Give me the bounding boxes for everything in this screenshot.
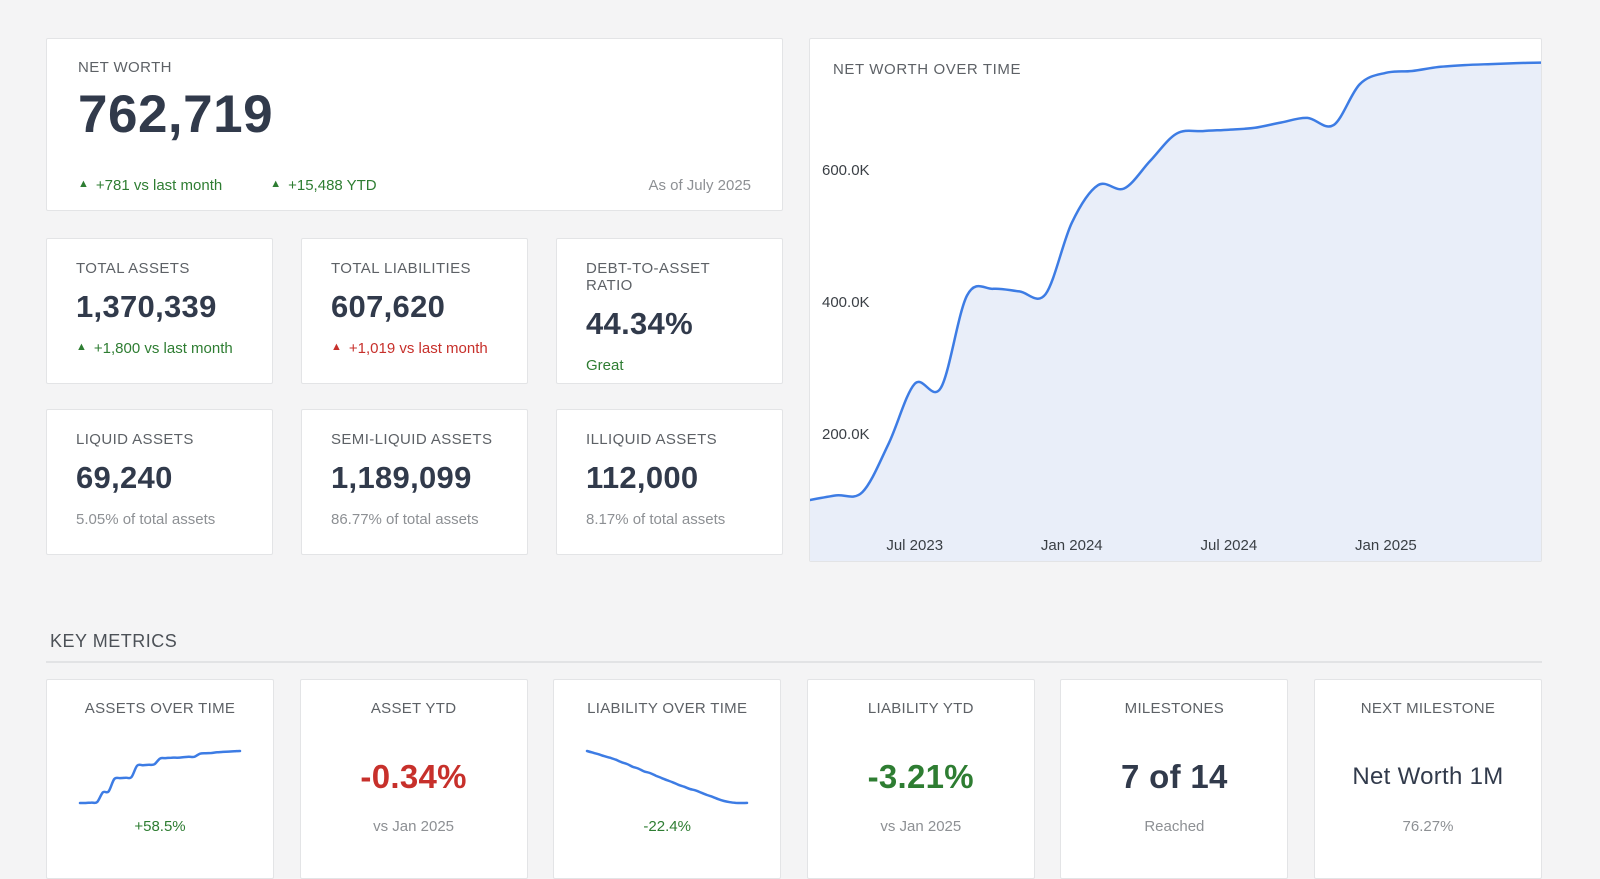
svg-text:Jan 2024: Jan 2024 (1041, 537, 1103, 554)
card-title: TOTAL ASSETS (76, 260, 190, 277)
net-worth-delta-month: ▲ +781 vs last month (78, 177, 222, 194)
svg-text:Jul 2023: Jul 2023 (886, 537, 943, 554)
net-worth-value: 762,719 (78, 85, 274, 144)
svg-text:600.0K: 600.0K (822, 162, 870, 179)
metric-card-liability-over-time: LIABILITY OVER TIME -22.4% (553, 679, 782, 879)
metric-title: ASSET YTD (370, 700, 457, 717)
metric-body (47, 738, 273, 816)
chart-title: NET WORTH OVER TIME (833, 61, 1022, 78)
metric-footer: -22.4% (643, 818, 691, 835)
card-title: DEBT-TO-ASSET RATIO (586, 260, 710, 294)
metric-body: 7 of 14 (1061, 738, 1287, 816)
metric-footer: vs Jan 2025 (373, 818, 455, 835)
semi-liquid-assets-card: SEMI-LIQUID ASSETS 1,189,099 86.77% of t… (301, 409, 528, 555)
net-worth-delta-ytd: ▲ +15,488 YTD (270, 177, 376, 194)
summary-cards-row: TOTAL ASSETS 1,370,339 ▲ +1,800 vs last … (46, 238, 783, 384)
net-worth-delta-month-label: +781 vs last month (95, 177, 223, 194)
semi-liquid-assets-value: 1,189,099 (331, 460, 472, 495)
asset-ytd-value: -0.34% (360, 758, 467, 795)
total-assets-delta-label: +1,800 vs last month (93, 340, 233, 357)
svg-text:Jan 2025: Jan 2025 (1355, 537, 1417, 554)
total-assets-value: 1,370,339 (76, 289, 217, 324)
net-worth-over-time-chart[interactable]: 200.0K 400.0K 600.0K Jul 2023 Jan 2024 Jul 20… (810, 39, 1542, 562)
card-title: ILLIQUID ASSETS (586, 431, 718, 448)
debt-ratio-value: 44.34% (586, 306, 693, 341)
metric-footer: vs Jan 2025 (880, 818, 962, 835)
metric-footer: 76.27% (1402, 818, 1454, 835)
metric-title: MILESTONES (1124, 700, 1225, 717)
milestones-value: 7 of 14 (1121, 758, 1228, 795)
metric-card-liability-ytd: LIABILITY YTD -3.21% vs Jan 2025 (806, 679, 1035, 879)
metric-card-assets-over-time: ASSETS OVER TIME +58.5% (46, 679, 274, 879)
total-liabilities-delta-label: +1,019 vs last month (348, 340, 488, 357)
section-divider (46, 661, 1542, 663)
net-worth-card: NET WORTH 762,719 ▲ +781 vs last month ▲… (46, 38, 783, 211)
svg-text:200.0K: 200.0K (822, 426, 870, 443)
metric-title: LIABILITY OVER TIME (587, 700, 748, 717)
liquid-assets-note: 5.05% of total assets (76, 511, 216, 528)
metric-title: ASSETS OVER TIME (84, 700, 236, 717)
metric-footer: +58.5% (134, 818, 186, 835)
net-worth-footer: ▲ +781 vs last month ▲ +15,488 YTD As of… (78, 177, 751, 194)
total-liabilities-value: 607,620 (331, 289, 446, 324)
total-assets-delta: ▲ +1,800 vs last month (76, 340, 233, 357)
semi-liquid-assets-note: 86.77% of total assets (331, 511, 479, 528)
up-triangle-icon: ▲ (76, 341, 87, 353)
liquid-assets-value: 69,240 (76, 460, 173, 495)
up-triangle-icon: ▲ (78, 178, 89, 190)
up-triangle-icon: ▲ (270, 178, 282, 190)
total-liabilities-delta: ▲ +1,019 vs last month (331, 340, 488, 357)
left-column: NET WORTH 762,719 ▲ +781 vs last month ▲… (46, 38, 783, 580)
as-of-date: As of July 2025 (648, 177, 751, 194)
metric-body (554, 738, 780, 816)
liquid-assets-card: LIQUID ASSETS 69,240 5.05% of total asse… (46, 409, 273, 555)
allocation-cards-row: LIQUID ASSETS 69,240 5.05% of total asse… (46, 409, 783, 555)
illiquid-assets-value: 112,000 (586, 460, 699, 495)
next-milestone-value: Net Worth 1M (1352, 763, 1504, 790)
svg-text:Jul 2024: Jul 2024 (1200, 537, 1257, 554)
debt-ratio-status: Great (586, 357, 624, 374)
metric-title: LIABILITY YTD (867, 700, 974, 717)
metric-body: -0.34% (301, 738, 527, 816)
key-metrics-heading: KEY METRICS (50, 631, 178, 651)
top-section: NET WORTH 762,719 ▲ +781 vs last month ▲… (46, 38, 1542, 580)
net-worth-title: NET WORTH (78, 59, 172, 76)
debt-to-asset-ratio-card: DEBT-TO-ASSET RATIO 44.34% Great (556, 238, 783, 384)
assets-sparkline-chart (78, 749, 242, 805)
total-liabilities-card: TOTAL LIABILITIES 607,620 ▲ +1,019 vs la… (301, 238, 528, 384)
net-worth-over-time-card: NET WORTH OVER TIME 200.0K 400.0K 600.0K Ju… (809, 38, 1542, 562)
total-assets-card: TOTAL ASSETS 1,370,339 ▲ +1,800 vs last … (46, 238, 273, 384)
metric-card-next-milestone: NEXT MILESTONE Net Worth 1M 76.27% (1313, 679, 1542, 879)
illiquid-assets-note: 8.17% of total assets (586, 511, 726, 528)
svg-text:400.0K: 400.0K (822, 294, 870, 311)
net-worth-delta-ytd-label: +15,488 YTD (288, 177, 377, 194)
up-triangle-icon: ▲ (331, 341, 342, 353)
metric-title: NEXT MILESTONE (1360, 700, 1496, 717)
metric-body: -3.21% (808, 738, 1034, 816)
metric-footer: Reached (1144, 818, 1205, 835)
card-title: TOTAL LIABILITIES (331, 260, 471, 277)
metric-card-milestones: MILESTONES 7 of 14 Reached (1060, 679, 1289, 879)
illiquid-assets-card: ILLIQUID ASSETS 112,000 8.17% of total a… (556, 409, 783, 555)
key-metrics-row: ASSETS OVER TIME +58.5% ASSET YTD -0.34%… (46, 679, 1542, 879)
liability-sparkline-chart (585, 749, 749, 805)
card-title: LIQUID ASSETS (76, 431, 194, 448)
metric-body: Net Worth 1M (1315, 738, 1541, 816)
metric-card-asset-ytd: ASSET YTD -0.34% vs Jan 2025 (299, 679, 528, 879)
card-title: SEMI-LIQUID ASSETS (331, 431, 493, 448)
liability-ytd-value: -3.21% (867, 758, 974, 795)
